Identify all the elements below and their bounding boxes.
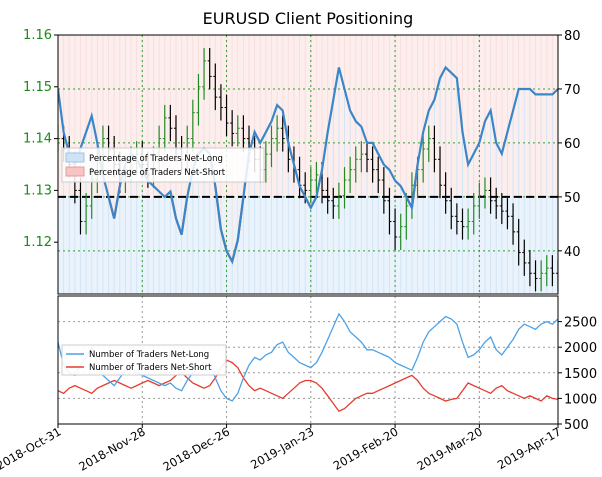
chart-title: EURUSD Client Positioning — [203, 9, 414, 28]
bottom-legend: Number of Traders Net-Long Number of Tra… — [61, 344, 227, 376]
net-long-zone — [58, 196, 558, 294]
net-short-count-line — [58, 359, 558, 413]
right-tick-label: 60 — [564, 137, 581, 152]
right-tick-label-bottom: 1500 — [564, 367, 597, 382]
left-tick-label: 1.14 — [23, 132, 52, 147]
right-tick-label-bottom: 500 — [564, 418, 589, 433]
right-tick-label-bottom: 1000 — [564, 392, 597, 407]
right-tick-label-bottom: 2000 — [564, 341, 597, 356]
x-tick-label: 2019-Feb-20 — [331, 424, 401, 472]
right-axis-ticks-bottom: 2500 2000 1500 1000 500 — [558, 316, 597, 433]
legend-label-net-long: Percentage of Traders Net-Long — [89, 154, 223, 164]
x-tick-label: 2019-Jan-23 — [248, 424, 316, 471]
left-tick-label: 1.12 — [23, 235, 52, 250]
legend-swatch-net-long — [65, 152, 85, 163]
left-tick-label: 1.13 — [23, 183, 52, 198]
right-tick-label: 80 — [564, 29, 581, 44]
x-tick-label: 2019-Apr-17 — [495, 424, 564, 472]
bottom-legend-box — [61, 344, 227, 376]
top-legend: Percentage of Traders Net-Long Percentag… — [61, 147, 265, 183]
top-panel: 1.16 1.15 1.14 1.13 1.12 80 70 60 50 40 Percenta… — [23, 28, 581, 295]
x-tick-label: 2018-Dec-26 — [161, 424, 232, 473]
bottom-panel-frame — [57, 295, 559, 425]
right-tick-label: 70 — [564, 83, 581, 98]
right-tick-label: 40 — [564, 245, 581, 260]
x-axis-ticks: 2018-Oct-31 2018-Nov-28 2018-Dec-26 2019-Ja… — [0, 424, 564, 474]
top-legend-box — [61, 147, 265, 183]
legend-label-short-count: Number of Traders Net-Short — [89, 363, 212, 373]
x-tick-label: 2018-Oct-31 — [0, 424, 63, 472]
legend-label-long-count: Number of Traders Net-Long — [89, 350, 209, 360]
left-tick-label: 1.15 — [23, 80, 52, 95]
left-axis-ticks: 1.16 1.15 1.14 1.13 1.12 — [23, 28, 58, 250]
legend-swatch-net-short — [65, 166, 85, 177]
left-tick-label: 1.16 — [23, 28, 52, 43]
right-tick-label-bottom: 2500 — [564, 316, 597, 331]
top-panel-frame — [57, 34, 559, 295]
legend-label-net-short: Percentage of Traders Net-Short — [89, 168, 226, 178]
right-tick-label: 50 — [564, 191, 581, 206]
right-axis-ticks-top: 80 70 60 50 40 — [558, 29, 581, 260]
x-tick-label: 2018-Nov-28 — [76, 424, 147, 473]
x-tick-label: 2019-Mar-20 — [414, 424, 484, 473]
bottom-panel: 2500 2000 1500 1000 500 Number of Traders Ne… — [57, 295, 597, 433]
